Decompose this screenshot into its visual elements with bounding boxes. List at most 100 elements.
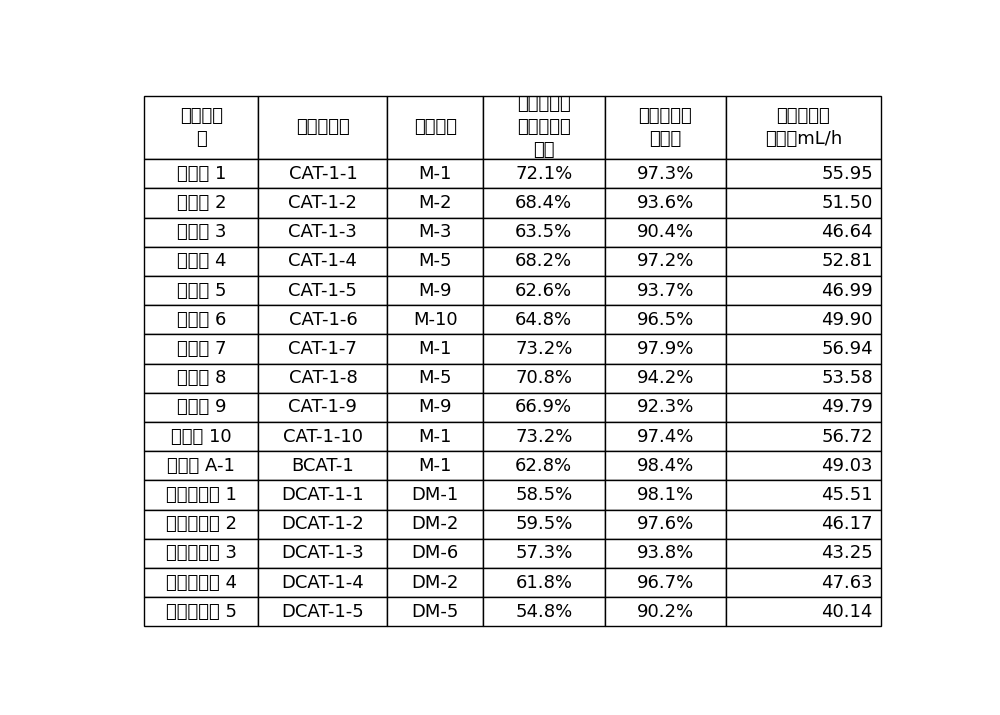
Bar bbox=[387, 539, 483, 568]
Bar bbox=[605, 451, 726, 480]
Bar bbox=[605, 539, 726, 568]
Text: 测试例 7: 测试例 7 bbox=[177, 340, 226, 358]
Bar bbox=[726, 480, 881, 510]
Bar bbox=[483, 451, 605, 480]
Bar bbox=[726, 363, 881, 393]
Text: 测试例 6: 测试例 6 bbox=[177, 311, 226, 329]
Bar bbox=[144, 305, 258, 335]
Text: 90.2%: 90.2% bbox=[637, 603, 694, 621]
Text: 97.3%: 97.3% bbox=[637, 164, 694, 183]
Text: 97.4%: 97.4% bbox=[637, 428, 694, 445]
Text: 92.3%: 92.3% bbox=[637, 398, 694, 416]
Bar bbox=[258, 568, 387, 597]
Bar bbox=[726, 451, 881, 480]
Bar bbox=[726, 597, 881, 626]
Text: 93.8%: 93.8% bbox=[637, 544, 694, 563]
Text: 比较例 A-1: 比较例 A-1 bbox=[167, 457, 235, 475]
Bar bbox=[387, 247, 483, 276]
Bar bbox=[144, 363, 258, 393]
Bar bbox=[258, 96, 387, 159]
Bar bbox=[605, 96, 726, 159]
Text: 93.7%: 93.7% bbox=[637, 282, 694, 300]
Text: 59.5%: 59.5% bbox=[515, 516, 572, 533]
Text: DM-6: DM-6 bbox=[412, 544, 459, 563]
Text: 氢气的生成
速率，mL/h: 氢气的生成 速率，mL/h bbox=[765, 107, 842, 148]
Bar bbox=[726, 510, 881, 539]
Text: M-2: M-2 bbox=[418, 194, 452, 212]
Bar bbox=[144, 188, 258, 217]
Bar bbox=[483, 422, 605, 451]
Bar bbox=[144, 510, 258, 539]
Text: CAT-1-9: CAT-1-9 bbox=[288, 398, 357, 416]
Text: M-3: M-3 bbox=[418, 223, 452, 241]
Text: 68.2%: 68.2% bbox=[515, 252, 572, 270]
Text: 46.64: 46.64 bbox=[821, 223, 873, 241]
Text: 61.8%: 61.8% bbox=[515, 573, 572, 591]
Bar bbox=[726, 305, 881, 335]
Bar bbox=[144, 217, 258, 247]
Bar bbox=[483, 276, 605, 305]
Bar bbox=[605, 568, 726, 597]
Text: 96.7%: 96.7% bbox=[637, 573, 694, 591]
Text: 测试例 1: 测试例 1 bbox=[177, 164, 226, 183]
Bar bbox=[726, 335, 881, 363]
Text: M-9: M-9 bbox=[418, 282, 452, 300]
Text: 56.72: 56.72 bbox=[821, 428, 873, 445]
Bar bbox=[605, 480, 726, 510]
Bar bbox=[483, 335, 605, 363]
Text: CAT-1-8: CAT-1-8 bbox=[289, 369, 357, 387]
Text: 62.6%: 62.6% bbox=[515, 282, 572, 300]
Bar bbox=[483, 217, 605, 247]
Bar bbox=[483, 188, 605, 217]
Text: 甲基环己烷
转化率，重
量％: 甲基环己烷 转化率，重 量％ bbox=[517, 96, 571, 159]
Text: 40.14: 40.14 bbox=[822, 603, 873, 621]
Text: BCAT-1: BCAT-1 bbox=[292, 457, 354, 475]
Text: DM-5: DM-5 bbox=[412, 603, 459, 621]
Bar bbox=[605, 247, 726, 276]
Bar bbox=[726, 422, 881, 451]
Text: 测试例 8: 测试例 8 bbox=[177, 369, 226, 387]
Bar bbox=[258, 539, 387, 568]
Bar bbox=[258, 188, 387, 217]
Bar bbox=[483, 568, 605, 597]
Text: M-1: M-1 bbox=[419, 428, 452, 445]
Bar bbox=[144, 159, 258, 188]
Text: 94.2%: 94.2% bbox=[637, 369, 694, 387]
Text: 72.1%: 72.1% bbox=[515, 164, 572, 183]
Bar bbox=[258, 335, 387, 363]
Text: 98.1%: 98.1% bbox=[637, 486, 694, 504]
Bar bbox=[483, 480, 605, 510]
Bar bbox=[387, 568, 483, 597]
Text: CAT-1-3: CAT-1-3 bbox=[288, 223, 357, 241]
Text: 54.8%: 54.8% bbox=[515, 603, 572, 621]
Text: 46.17: 46.17 bbox=[821, 516, 873, 533]
Text: 测试例 10: 测试例 10 bbox=[171, 428, 232, 445]
Text: 68.4%: 68.4% bbox=[515, 194, 572, 212]
Bar bbox=[483, 393, 605, 422]
Bar bbox=[387, 510, 483, 539]
Bar bbox=[726, 159, 881, 188]
Bar bbox=[387, 159, 483, 188]
Text: 47.63: 47.63 bbox=[821, 573, 873, 591]
Text: 56.94: 56.94 bbox=[821, 340, 873, 358]
Bar bbox=[144, 393, 258, 422]
Bar bbox=[483, 159, 605, 188]
Bar bbox=[726, 276, 881, 305]
Text: M-5: M-5 bbox=[418, 252, 452, 270]
Text: 66.9%: 66.9% bbox=[515, 398, 572, 416]
Bar bbox=[387, 217, 483, 247]
Text: 载体编号: 载体编号 bbox=[414, 119, 457, 137]
Text: 51.50: 51.50 bbox=[822, 194, 873, 212]
Bar bbox=[387, 276, 483, 305]
Text: DCAT-1-1: DCAT-1-1 bbox=[282, 486, 364, 504]
Bar bbox=[258, 363, 387, 393]
Text: 64.8%: 64.8% bbox=[515, 311, 572, 329]
Text: 57.3%: 57.3% bbox=[515, 544, 572, 563]
Text: DCAT-1-4: DCAT-1-4 bbox=[282, 573, 364, 591]
Bar bbox=[605, 335, 726, 363]
Bar bbox=[387, 305, 483, 335]
Bar bbox=[144, 276, 258, 305]
Bar bbox=[483, 305, 605, 335]
Bar bbox=[483, 597, 605, 626]
Text: 97.9%: 97.9% bbox=[637, 340, 694, 358]
